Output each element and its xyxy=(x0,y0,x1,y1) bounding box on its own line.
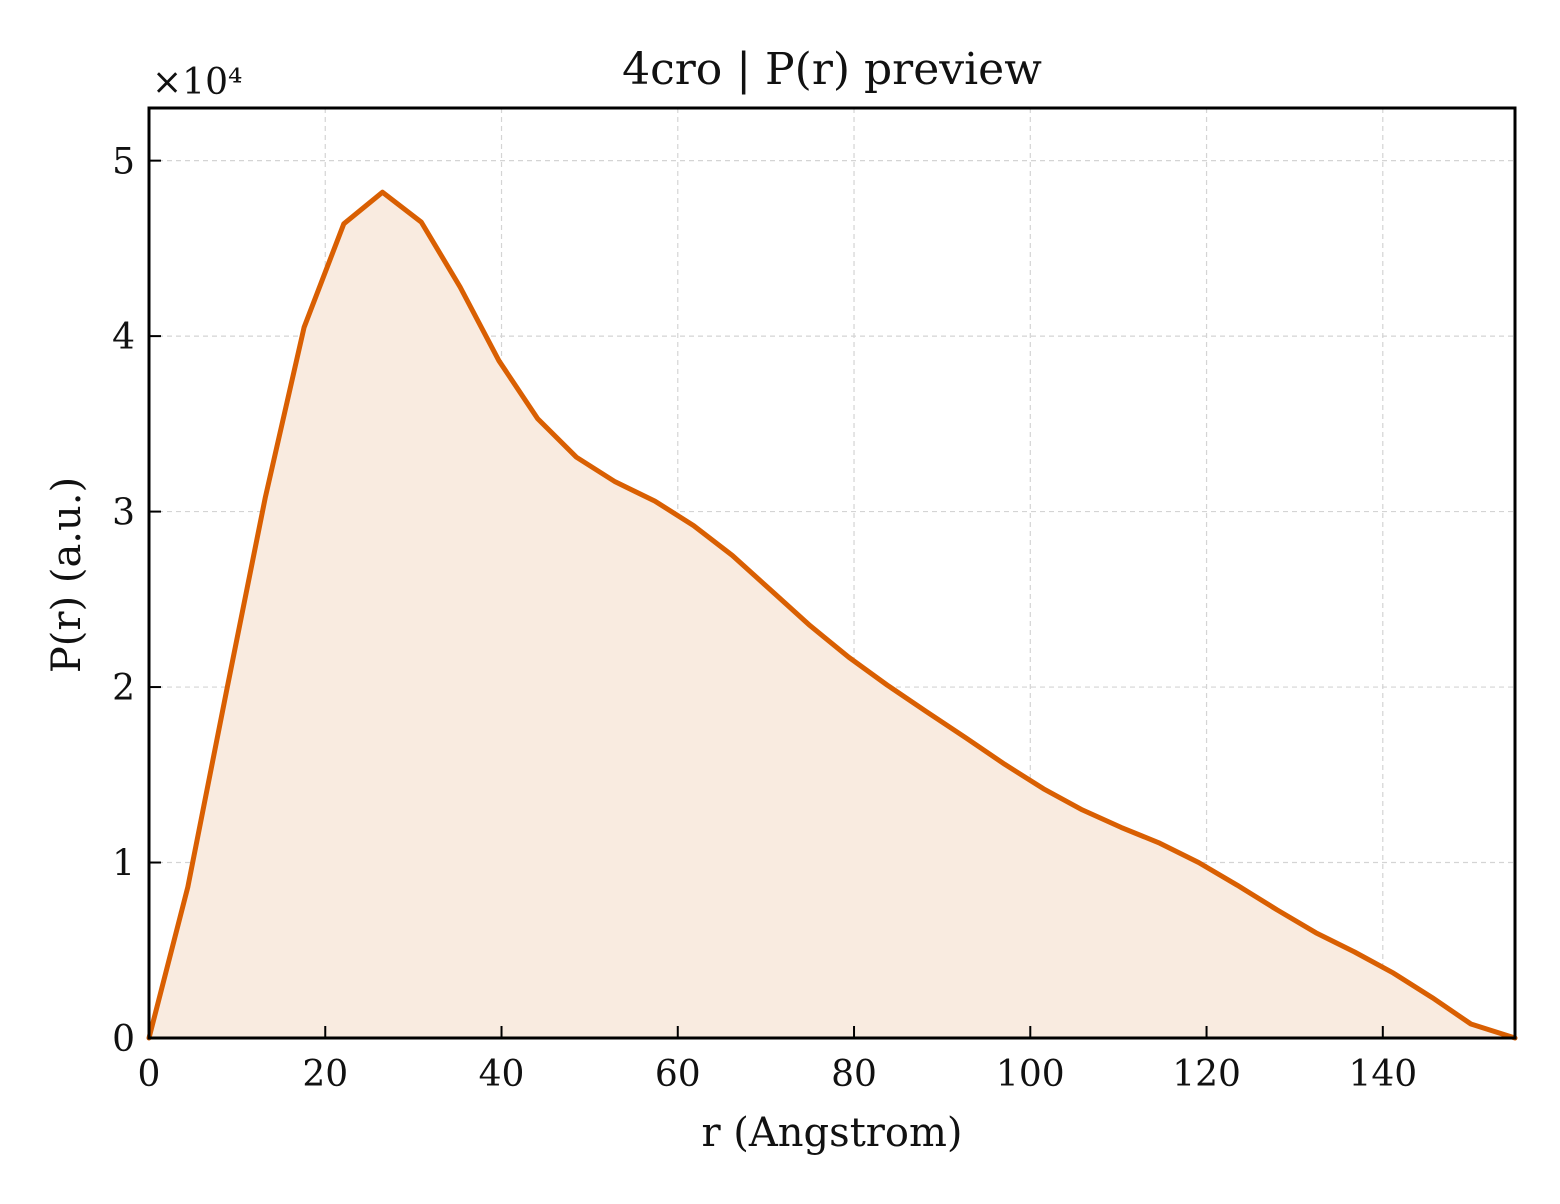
plot-frame xyxy=(147,106,1517,1040)
y-tick-label: 1 xyxy=(112,844,135,885)
x-tick-label: 100 xyxy=(996,1054,1065,1095)
y-tick-label: 2 xyxy=(112,668,135,709)
y-axis-label: P(r) (a.u.) xyxy=(44,477,90,673)
tick-labels: 0 20 40 60 80 100 120 140 0 1 2 3 4 5 xyxy=(112,142,1417,1095)
x-tick-label: 60 xyxy=(655,1054,701,1095)
y-axis-multiplier: ×10⁴ xyxy=(152,62,242,103)
ticks xyxy=(148,159,1384,1039)
x-tick-label: 120 xyxy=(1172,1054,1241,1095)
x-tick-label: 40 xyxy=(479,1054,525,1095)
y-tick-label: 0 xyxy=(112,1019,135,1060)
area-layer xyxy=(149,192,1515,1038)
x-tick-label: 140 xyxy=(1348,1054,1417,1095)
x-tick-label: 80 xyxy=(831,1054,877,1095)
y-tick-label: 4 xyxy=(112,317,135,358)
x-axis-label: r (Angstrom) xyxy=(701,1110,962,1156)
chart-title: 4cro | P(r) preview xyxy=(622,44,1042,95)
x-tick-label: 20 xyxy=(302,1054,348,1095)
line-layer xyxy=(146,189,1518,1041)
y-tick-label: 5 xyxy=(112,142,135,183)
pr-area-fill xyxy=(149,192,1515,1038)
y-tick-label: 3 xyxy=(112,493,135,534)
x-tick-label: 0 xyxy=(138,1054,161,1095)
pr-series-line xyxy=(146,189,1518,1041)
